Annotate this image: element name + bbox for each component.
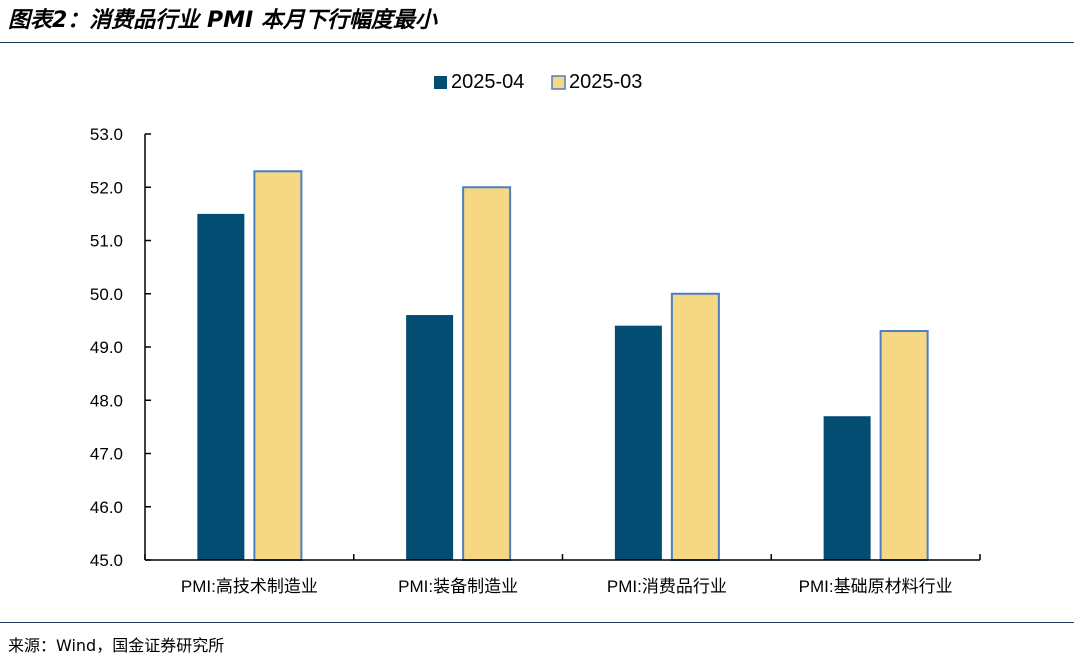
- x-category-label: PMI:高技术制造业: [181, 577, 318, 596]
- bars-group: [197, 170, 929, 561]
- y-tick-label: 46.0: [90, 498, 123, 517]
- y-tick-label: 45.0: [90, 551, 123, 570]
- legend-label: 2025-03: [569, 71, 642, 93]
- legend-swatch: [434, 76, 447, 89]
- y-tick-label: 47.0: [90, 445, 123, 464]
- x-category-label: PMI:消费品行业: [607, 577, 727, 596]
- y-tick-label: 52.0: [90, 178, 123, 197]
- bar-2025-03-3: [879, 330, 929, 561]
- bar-2025-04-2: [614, 325, 662, 560]
- bar-2025-04-0: [197, 213, 245, 560]
- x-category-label: PMI:基础原材料行业: [799, 577, 953, 596]
- bar-2025-04-3: [823, 416, 871, 560]
- figure-title: 图表2：消费品行业 PMI 本月下行幅度最小: [8, 8, 437, 33]
- legend-label: 2025-04: [451, 71, 524, 93]
- source-note: 来源：Wind，国金证券研究所: [8, 636, 225, 655]
- y-tick-label: 53.0: [90, 125, 123, 144]
- source-divider: [0, 622, 1074, 623]
- title-divider: [0, 42, 1074, 43]
- legend-swatch: [551, 75, 566, 90]
- x-axis: PMI:高技术制造业 PMI:装备制造业 PMI:消费品行业 PMI:基础原材料行业: [144, 554, 981, 596]
- bar-2025-03-1: [462, 186, 512, 561]
- y-axis: 45.0 46.0 47.0 48.0 49.0 50.0 51.0 52.0 53.0: [90, 125, 151, 570]
- y-tick-label: 48.0: [90, 391, 123, 410]
- y-tick-label: 49.0: [90, 338, 123, 357]
- y-tick-label: 50.0: [90, 285, 123, 304]
- bar-2025-04-1: [406, 315, 454, 560]
- bar-2025-03-2: [670, 292, 720, 561]
- chart-legend: 2025-04 2025-03: [434, 71, 642, 93]
- x-category-label: PMI:装备制造业: [398, 577, 518, 596]
- bar-2025-03-0: [253, 170, 303, 561]
- y-tick-label: 51.0: [90, 232, 123, 251]
